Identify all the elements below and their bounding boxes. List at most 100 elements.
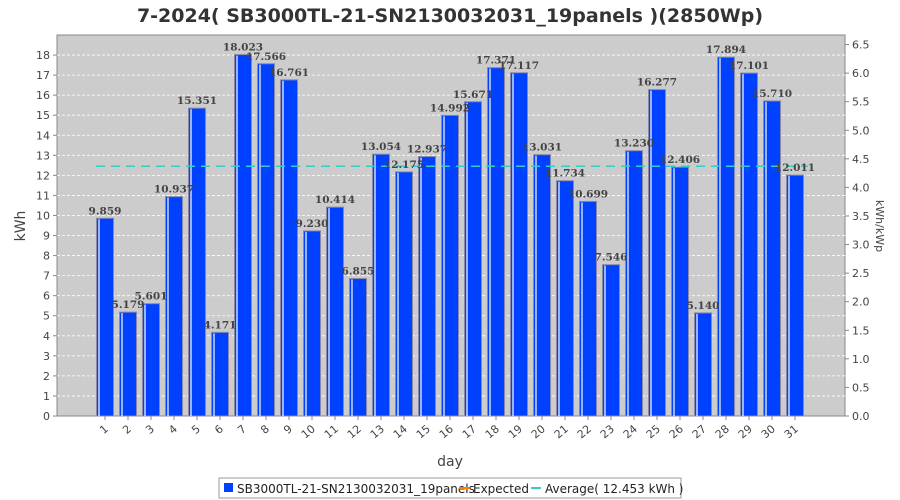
x-tick-label: 18 [483,422,502,441]
data-label: 10.699 [568,188,608,200]
x-tick-label: 21 [552,422,571,441]
x-tick-label: 13 [368,422,387,441]
y-tick-label: 1 [43,390,50,403]
legend: SB3000TL-21-SN2130032031_19panels Expect… [218,477,684,499]
x-tick-label: 31 [782,422,801,441]
y2-tick-label: 5.5 [852,96,870,109]
y2-tick-label: 0.5 [852,381,870,394]
data-label: 17.894 [706,44,746,56]
y-tick-label: 4 [43,330,50,343]
y2-tick-label: 0.0 [852,410,870,423]
y2-tick-label: 3.0 [852,239,870,252]
data-label: 15.351 [177,95,217,107]
data-label: 4.171 [204,319,237,331]
data-label: 5.601 [135,291,168,303]
x-tick-label: 29 [736,422,755,441]
data-label: 15.671 [453,89,493,101]
y2-tick-label: 4.0 [852,181,870,194]
data-label: 12.937 [407,144,447,156]
data-label: 16.761 [269,67,309,79]
x-tick-label: 20 [529,422,548,441]
data-label: 15.710 [752,88,792,100]
data-label: 5.179 [112,299,145,311]
x-tick-label: 7 [235,422,249,436]
y-tick-label: 11 [36,189,50,202]
data-label: 17.117 [499,60,539,72]
data-label: 9.859 [89,205,122,217]
data-label: 12.011 [775,162,815,174]
x-tick-label: 5 [189,422,203,436]
x-tick-label: 30 [759,422,778,441]
x-tick-label: 3 [143,422,157,436]
x-tick-label: 14 [391,422,410,441]
y2-tick-label: 5.0 [852,124,870,137]
x-tick-label: 16 [437,422,456,441]
y2-tick-label: 4.5 [852,153,870,166]
data-label: 17.566 [246,51,286,63]
legend-expected: Expected [473,482,529,496]
x-tick-label: 24 [621,422,640,441]
data-label: 11.734 [545,168,585,180]
x-tick-label: 2 [120,422,134,436]
data-label: 12.406 [660,154,700,166]
y-tick-label: 7 [43,270,50,283]
chart-title: 7-2024( SB3000TL-21-SN2130032031_19panel… [137,5,763,27]
data-label: 9.230 [296,218,329,230]
x-tick-label: 28 [713,422,732,441]
data-label: 14.992 [430,102,470,114]
y-tick-label: 12 [36,169,50,182]
y2-tick-label: 2.0 [852,296,870,309]
y-tick-label: 8 [43,250,50,263]
data-label: 5.140 [687,300,720,312]
y-tick-label: 3 [43,350,50,363]
x-tick-label: 17 [460,422,479,441]
data-label: 17.371 [476,55,516,67]
y2-tick-label: 1.0 [852,353,870,366]
y-tick-label: 18 [36,49,50,62]
data-label: 13.054 [361,141,401,153]
x-tick-label: 11 [322,422,341,441]
x-tick-label: 15 [414,422,433,441]
y-tick-label: 0 [43,410,50,423]
x-tick-label: 25 [644,422,663,441]
data-label: 16.277 [637,77,677,89]
x-tick-label: 8 [258,422,272,436]
data-label: 10.414 [315,194,355,206]
y-tick-label: 10 [36,209,50,222]
data-label: 7.546 [595,252,628,264]
x-tick-label: 1 [97,422,111,436]
x-tick-label: 19 [506,422,525,441]
y2-tick-label: 6.5 [852,39,870,52]
data-label: 12.175 [384,159,424,171]
data-label: 18.023 [223,42,263,54]
y-tick-label: 5 [43,310,50,323]
y2-axis-label: kWh/kWp [873,200,886,252]
x-tick-label: 6 [212,422,226,436]
data-label: 13.230 [614,138,654,150]
y2-tick-label: 3.5 [852,210,870,223]
legend-production: SB3000TL-21-SN2130032031_19panels [237,482,475,496]
x-tick-label: 22 [575,422,594,441]
x-tick-label: 10 [299,422,318,441]
data-label: 13.031 [522,142,562,154]
data-label: 6.855 [342,266,375,278]
data-label: 17.101 [729,60,769,72]
y-tick-label: 17 [36,69,50,82]
y-tick-label: 13 [36,149,50,162]
legend-average: Average( 12.453 kWh ) [545,482,684,496]
y-tick-label: 15 [36,109,50,122]
y-tick-label: 16 [36,89,50,102]
x-tick-label: 12 [345,422,364,441]
x-tick-label: 26 [667,422,686,441]
x-tick-label: 4 [166,422,180,436]
legend-swatch-production [224,483,233,492]
x-axis-label: day [437,454,463,470]
x-tick-label: 23 [598,422,617,441]
y2-tick-label: 6.0 [852,67,870,80]
data-label: 10.937 [154,184,194,196]
y-tick-label: 2 [43,370,50,383]
y-tick-label: 6 [43,290,50,303]
x-tick-label: 27 [690,422,709,441]
y-tick-label: 14 [36,129,50,142]
